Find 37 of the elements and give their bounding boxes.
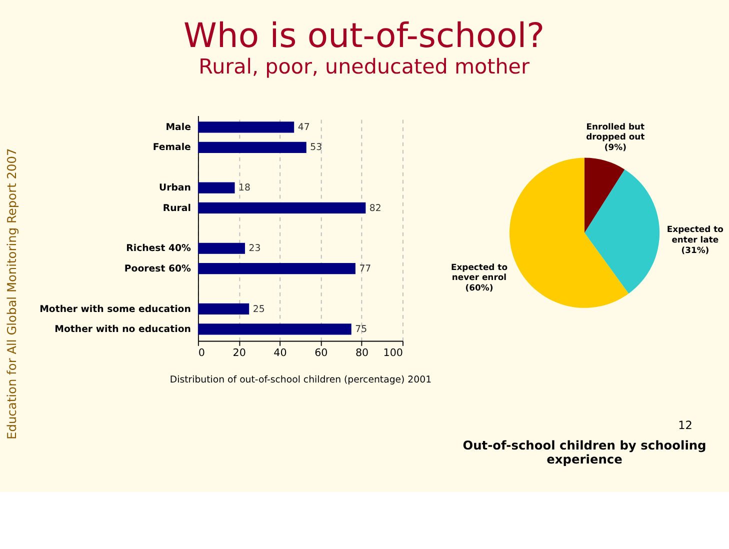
x-tick-label: 100 <box>383 347 403 360</box>
x-tick-label: 20 <box>232 347 246 360</box>
slice-label: Expected to enter late <box>666 224 724 245</box>
pie-slice <box>584 169 660 294</box>
chart-subtitle: Rural, poor, uneducated mother <box>198 54 530 78</box>
pie-slice <box>584 158 625 233</box>
data-label: 77 <box>359 263 372 274</box>
text: 12 <box>678 418 692 432</box>
data-label: 25 <box>252 304 265 315</box>
data-label: (31%) <box>681 244 710 255</box>
y-tick-label: Richest 40% <box>126 243 192 254</box>
y-tick-label: Male <box>166 122 191 134</box>
y-tick-label: Poorest 60% <box>124 263 192 274</box>
y-tick-label: Mother with no education <box>54 324 191 335</box>
text: Education for All Global Monitoring Report 2007 <box>4 148 19 440</box>
data-label: (9%) <box>604 142 627 152</box>
data-label: (60%) <box>465 282 494 293</box>
data-label: 18 <box>238 182 250 194</box>
x-tick-label: 40 <box>274 347 287 360</box>
data-label: 75 <box>355 324 368 335</box>
data-label: 53 <box>310 142 322 154</box>
y-tick-label: Mother with some education <box>40 304 191 315</box>
data-label: 47 <box>298 122 310 134</box>
x-tick-label: 80 <box>356 347 369 360</box>
y-tick-label: Female <box>152 142 191 154</box>
y-tick-label: Urban <box>158 182 191 194</box>
data-label: 82 <box>369 202 382 214</box>
pie-slice <box>509 158 629 308</box>
chart-title: Who is out-of-school? <box>184 16 545 56</box>
y-tick-label: Rural <box>162 202 191 214</box>
text: Out-of-school children by schooling experience <box>462 438 706 467</box>
slice-label: Enrolled but dropped out <box>586 121 645 142</box>
x-axis-title: Distribution of out-of-school children (percentage) 2001 <box>170 374 432 386</box>
data-label: 23 <box>248 243 261 254</box>
slice-label: Expected to never enrol <box>450 262 508 282</box>
x-tick-label: 60 <box>314 347 328 360</box>
x-tick-label: 0 <box>198 347 205 360</box>
